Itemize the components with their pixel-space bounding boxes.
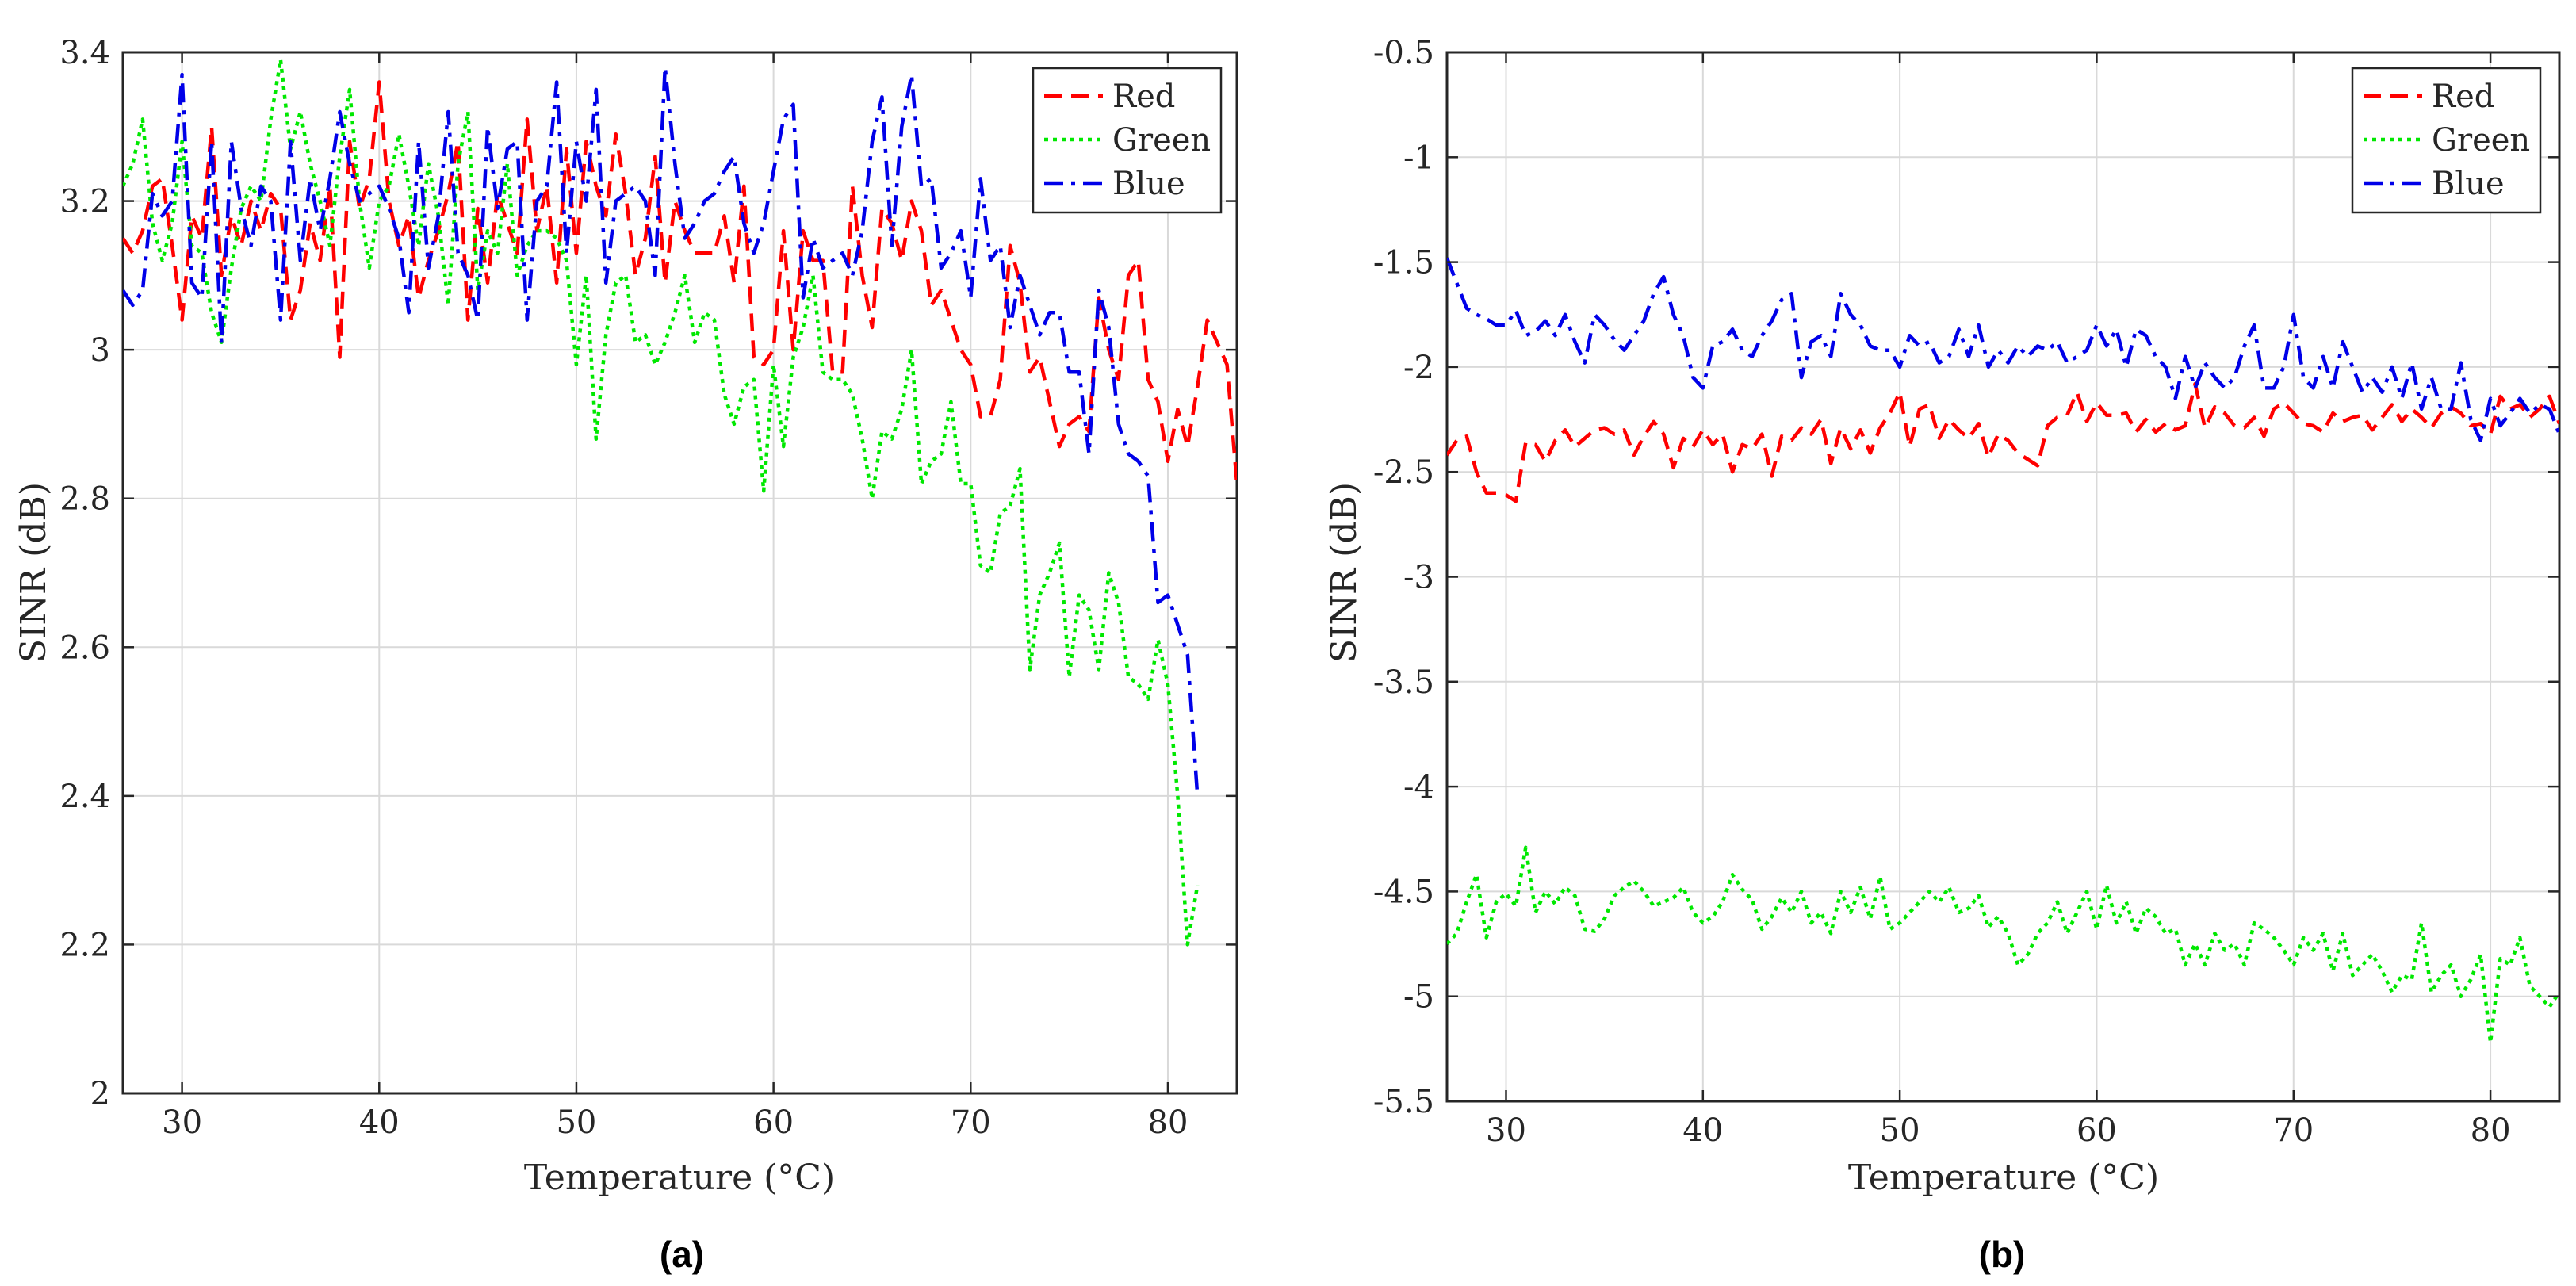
y-tick-label: -3.5 xyxy=(1373,664,1434,701)
y-tick-label: -4.5 xyxy=(1373,874,1434,910)
series-layer-a xyxy=(123,58,1237,947)
panel-label-b: (b) xyxy=(1979,1234,2026,1275)
legend-b: Red Green Blue xyxy=(2351,67,2542,214)
ticks-b: 30 40 50 60 70 80 -5.5 -5 -4.5 -4 -3.5 -3 -2.5 -2 -1.5… xyxy=(1373,35,2559,1149)
y-tick-label: 3.2 xyxy=(59,184,110,220)
y-tick-label: -4 xyxy=(1403,769,1434,806)
x-tick-label: 50 xyxy=(1880,1112,1920,1149)
y-tick-label: 2 xyxy=(90,1076,110,1112)
x-tick-label: 60 xyxy=(2076,1112,2117,1149)
x-tick-label: 30 xyxy=(1486,1112,1526,1149)
legend-label-red: Red xyxy=(2432,78,2494,115)
y-tick-label: -2.5 xyxy=(1373,454,1434,491)
series-line-red xyxy=(123,80,1237,484)
y-tick-label: -1 xyxy=(1403,140,1434,176)
y-tick-label: 3.4 xyxy=(59,35,110,71)
chart-panel-b: 30 40 50 60 70 80 -5.5 -5 -4.5 -4 -3.5 -3 -2.5 -2 -1.5… xyxy=(1324,35,2561,1275)
y-tick-label: -0.5 xyxy=(1373,35,1434,71)
y-tick-label: 2.6 xyxy=(59,630,110,666)
y-tick-label: -5 xyxy=(1403,979,1434,1016)
ticks-a: 30 40 50 60 70 80 2 2.2 2.4 2.6 2.8 3 3.2 3.4 xyxy=(59,35,1237,1141)
y-tick-label: 2.8 xyxy=(59,481,110,518)
series-line-green xyxy=(1447,845,2559,1045)
legend-label-red: Red xyxy=(1112,78,1175,115)
legend-a: Red Green Blue xyxy=(1032,67,1223,214)
x-axis-label-b: Temperature (°C) xyxy=(1848,1158,2159,1198)
x-tick-label: 80 xyxy=(1148,1104,1188,1141)
y-tick-label: -1.5 xyxy=(1373,245,1434,281)
y-tick-label: -3 xyxy=(1403,560,1434,596)
y-tick-label: 2.4 xyxy=(59,779,110,815)
x-tick-label: 70 xyxy=(951,1104,991,1141)
legend-label-green: Green xyxy=(1112,122,1211,159)
series-layer-b xyxy=(1447,257,2559,1045)
x-tick-label: 30 xyxy=(162,1104,202,1141)
x-tick-label: 70 xyxy=(2273,1112,2314,1149)
series-line-blue xyxy=(1447,257,2559,442)
x-axis-label-a: Temperature (°C) xyxy=(524,1158,835,1198)
y-tick-label: -2 xyxy=(1403,350,1434,386)
x-tick-label: 40 xyxy=(359,1104,400,1141)
x-tick-label: 80 xyxy=(2471,1112,2511,1149)
plot-area-a xyxy=(121,51,1238,1095)
y-tick-label: -5.5 xyxy=(1373,1084,1434,1120)
panel-label-a: (a) xyxy=(660,1234,704,1275)
y-axis-label-b: SINR (dB) xyxy=(1324,482,1365,663)
y-tick-label: 2.2 xyxy=(59,927,110,963)
x-tick-label: 40 xyxy=(1682,1112,1723,1149)
y-tick-label: 3 xyxy=(90,332,110,369)
legend-label-green: Green xyxy=(2432,122,2530,159)
x-tick-label: 60 xyxy=(753,1104,794,1141)
chart-panel-a: 30 40 50 60 70 80 2 2.2 2.4 2.6 2.8 3 3.2 3.4 Tempera… xyxy=(13,35,1238,1275)
series-line-green xyxy=(123,58,1200,947)
series-line-red xyxy=(1447,381,2559,503)
y-axis-label-a: SINR (dB) xyxy=(13,482,54,663)
x-tick-label: 50 xyxy=(556,1104,596,1141)
legend-label-blue: Blue xyxy=(2432,166,2505,202)
legend-label-blue: Blue xyxy=(1112,166,1185,202)
